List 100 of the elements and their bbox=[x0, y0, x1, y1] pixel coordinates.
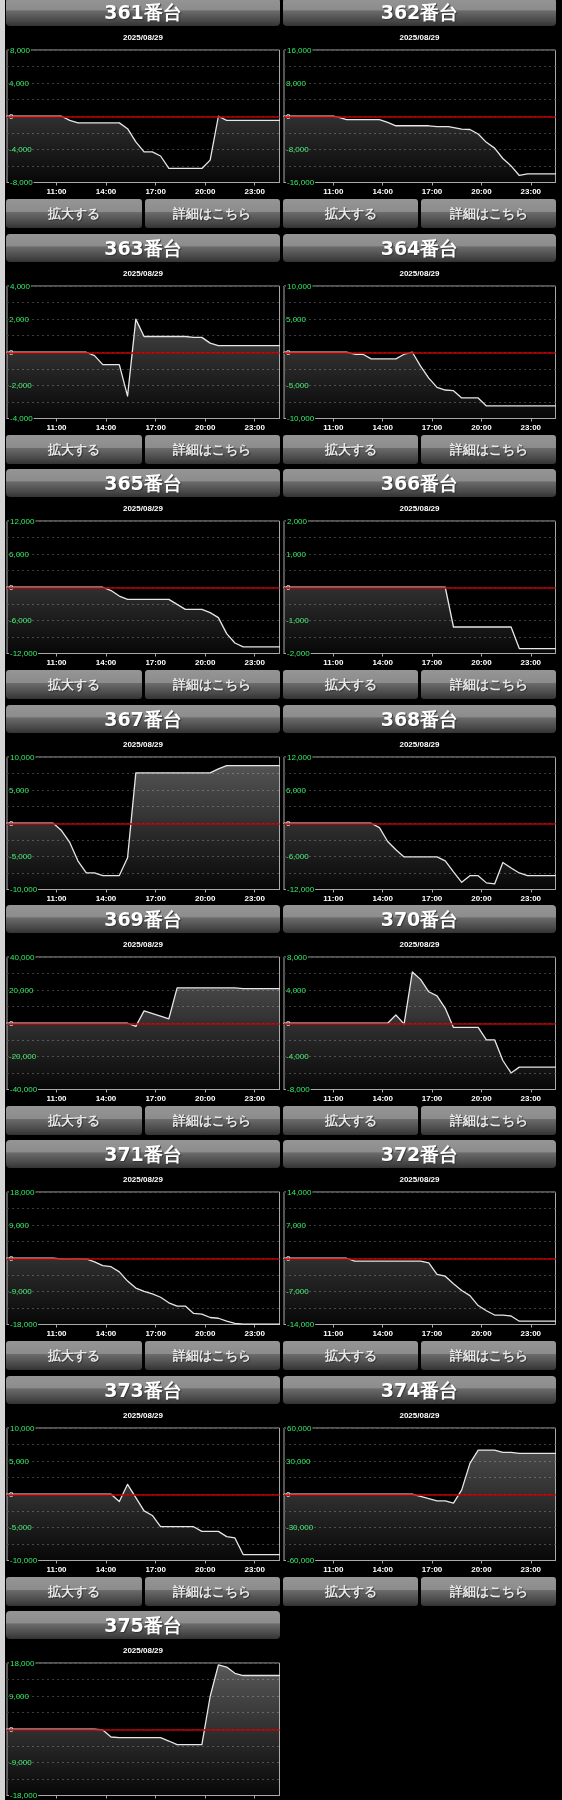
chart-subtitle: 2025/08/29 bbox=[121, 1646, 164, 1656]
button: 詳細はこちら bbox=[421, 1106, 556, 1135]
x-tick-label: 23:00 bbox=[520, 1329, 542, 1338]
y-tick-label: 5,000 bbox=[286, 314, 307, 324]
x-tick-label: 11:00 bbox=[46, 894, 68, 903]
y-tick-label: -2,000 bbox=[9, 380, 33, 390]
button: 拡大する bbox=[283, 199, 418, 228]
x-tick-label: 11:00 bbox=[323, 1329, 344, 1338]
x-tick-label: 20:00 bbox=[471, 1565, 493, 1574]
button: 拡大する bbox=[6, 199, 142, 228]
y-tick-label: -8,000 bbox=[287, 1085, 311, 1094]
y-tick-label: -40,000 bbox=[10, 1085, 38, 1094]
y-tick-label: 14,000 bbox=[287, 1187, 313, 1197]
button: 拡大する bbox=[283, 670, 418, 699]
y-tick-label: 4,000 bbox=[9, 78, 30, 88]
x-tick-label: 14:00 bbox=[95, 658, 117, 667]
button: 拡大する bbox=[283, 435, 418, 464]
y-tick-label: 30,000 bbox=[286, 1456, 312, 1466]
x-tick-label: 11:00 bbox=[46, 423, 68, 432]
y-tick-label: -5,000 bbox=[9, 851, 33, 861]
button: 詳細はこちら bbox=[421, 670, 556, 699]
x-tick-label: 23:00 bbox=[520, 1565, 542, 1574]
y-tick-label: 9,000 bbox=[9, 1220, 30, 1230]
x-tick-label: 11:00 bbox=[46, 1329, 68, 1338]
chart-subtitle: 2025/08/29 bbox=[121, 1175, 164, 1185]
y-tick-label: 16,000 bbox=[287, 45, 313, 55]
chart-subtitle: 2025/08/29 bbox=[121, 1411, 164, 1421]
y-tick-label: 10,000 bbox=[10, 1423, 36, 1433]
x-tick-label: 23:00 bbox=[520, 187, 542, 196]
x-tick-label: 23:00 bbox=[244, 1329, 266, 1338]
x-tick-label: 23:00 bbox=[244, 1094, 266, 1103]
y-tick-label: 10,000 bbox=[10, 752, 36, 762]
y-tick-label: 9,000 bbox=[9, 1691, 30, 1701]
y-tick-label: -7,000 bbox=[286, 1286, 310, 1296]
button: 拡大する bbox=[283, 1341, 418, 1370]
y-tick-label: 6,000 bbox=[9, 549, 30, 559]
button: 詳細はこちら bbox=[144, 670, 280, 699]
y-tick-label: -5,000 bbox=[9, 1522, 33, 1532]
chart-subtitle: 2025/08/29 bbox=[121, 740, 164, 750]
y-tick-label: 20,000 bbox=[9, 985, 35, 995]
y-tick-label: 4,000 bbox=[10, 281, 31, 291]
y-tick-label: 5,000 bbox=[9, 785, 30, 795]
x-tick-label: 14:00 bbox=[372, 187, 394, 196]
x-tick-label: 20:00 bbox=[194, 894, 216, 903]
y-tick-label: -8,000 bbox=[286, 144, 310, 154]
x-tick-label: 20:00 bbox=[471, 1094, 493, 1103]
x-tick-label: 14:00 bbox=[95, 1329, 117, 1338]
y-tick-label: -2,000 bbox=[287, 649, 311, 658]
y-tick-label: -4,000 bbox=[9, 144, 33, 154]
button: 拡大する bbox=[283, 1577, 418, 1606]
x-tick-label: 23:00 bbox=[520, 1094, 542, 1103]
chart-title: 374番台 bbox=[283, 1376, 556, 1404]
x-tick-label: 11:00 bbox=[323, 1565, 344, 1574]
x-tick-label: 14:00 bbox=[372, 1329, 394, 1338]
chart-subtitle: 2025/08/29 bbox=[398, 33, 441, 43]
x-tick-label: 14:00 bbox=[372, 423, 394, 432]
y-tick-label: -12,000 bbox=[10, 649, 38, 658]
button: 詳細はこちら bbox=[421, 435, 556, 464]
x-tick-label: 17:00 bbox=[421, 423, 443, 432]
x-tick-label: 20:00 bbox=[194, 1565, 216, 1574]
x-tick-label: 11:00 bbox=[46, 658, 68, 667]
x-tick-label: 17:00 bbox=[145, 423, 167, 432]
y-tick-label: 40,000 bbox=[10, 952, 36, 962]
button: 詳細はこちら bbox=[421, 1577, 556, 1606]
x-tick-label: 17:00 bbox=[421, 894, 443, 903]
y-tick-label: 18,000 bbox=[10, 1187, 36, 1197]
y-tick-label: -8,000 bbox=[10, 178, 34, 187]
x-tick-label: 20:00 bbox=[471, 658, 493, 667]
x-tick-label: 17:00 bbox=[145, 1565, 167, 1574]
x-tick-label: 20:00 bbox=[194, 1094, 216, 1103]
x-tick-label: 17:00 bbox=[145, 187, 167, 196]
y-tick-label: -6,000 bbox=[286, 851, 310, 861]
x-tick-label: 17:00 bbox=[421, 1565, 443, 1574]
chart-title: 364番台 bbox=[283, 234, 556, 262]
y-tick-label: 5,000 bbox=[9, 1456, 30, 1466]
x-tick-label: 17:00 bbox=[145, 1329, 167, 1338]
x-tick-label: 23:00 bbox=[520, 658, 542, 667]
y-tick-label: 12,000 bbox=[10, 516, 36, 526]
y-tick-label: 60,000 bbox=[287, 1423, 313, 1433]
y-tick-label: -9,000 bbox=[9, 1757, 33, 1767]
y-tick-label: -12,000 bbox=[287, 885, 315, 894]
x-tick-label: 17:00 bbox=[145, 658, 167, 667]
chart-title: 363番台 bbox=[6, 234, 280, 262]
chart-title: 362番台 bbox=[283, 0, 556, 26]
chart-subtitle: 2025/08/29 bbox=[121, 33, 164, 43]
y-tick-label: 7,000 bbox=[286, 1220, 307, 1230]
x-tick-label: 20:00 bbox=[194, 1329, 216, 1338]
y-tick-label: 2,000 bbox=[9, 314, 30, 324]
y-tick-label: -16,000 bbox=[287, 178, 315, 187]
x-tick-label: 11:00 bbox=[323, 1094, 344, 1103]
chart-subtitle: 2025/08/29 bbox=[398, 740, 441, 750]
y-tick-label: -18,000 bbox=[10, 1791, 38, 1800]
chart-subtitle: 2025/08/29 bbox=[121, 504, 164, 514]
x-tick-label: 11:00 bbox=[46, 1094, 68, 1103]
y-tick-label: 8,000 bbox=[10, 45, 31, 55]
button: 拡大する bbox=[6, 1341, 142, 1370]
x-tick-label: 23:00 bbox=[244, 423, 266, 432]
y-tick-label: -18,000 bbox=[10, 1320, 38, 1329]
y-tick-label: 8,000 bbox=[287, 952, 308, 962]
chart-title: 372番台 bbox=[283, 1140, 556, 1168]
